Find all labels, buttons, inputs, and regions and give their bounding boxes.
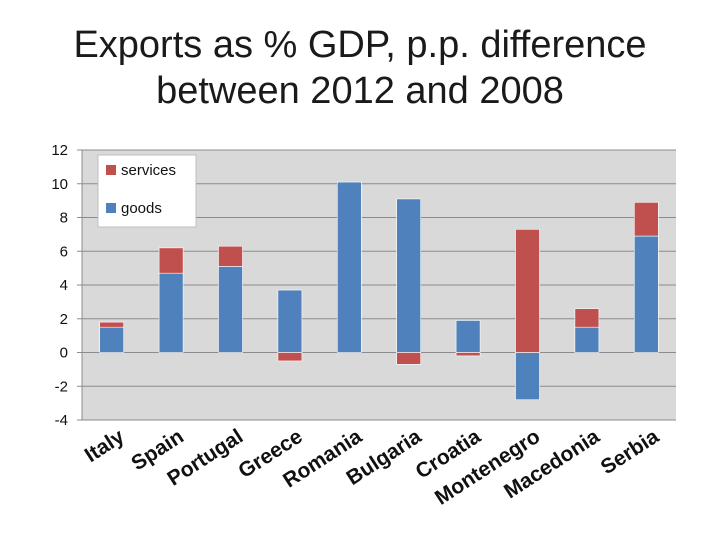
y-tick-label: 8 — [60, 210, 68, 227]
bar-goods-serbia — [633, 235, 659, 353]
bar-services-macedonia — [574, 308, 600, 328]
chart-title-line-2: between 2012 and 2008 — [156, 70, 564, 112]
legend-swatch-goods — [106, 203, 116, 213]
legend-label-services: services — [121, 162, 176, 179]
bar-goods-greece — [277, 289, 303, 353]
category-labels: ItalySpainPortugalGreeceRomaniaBulgariaC… — [81, 425, 664, 510]
bar-services-portugal — [218, 245, 243, 267]
bar-goods-romania — [336, 181, 362, 353]
bar-goods-bulgaria — [396, 198, 422, 353]
bar-goods-macedonia — [574, 326, 600, 353]
bar-goods-croatia — [455, 320, 481, 353]
bar-services-italy — [99, 321, 124, 328]
bar-services-montenegro — [515, 229, 540, 353]
bar-services-serbia — [633, 202, 659, 237]
legend-label-goods: goods — [121, 200, 162, 217]
bar-services-croatia — [455, 352, 481, 357]
y-tick-label: -4 — [55, 412, 68, 429]
bar-goods-italy — [99, 326, 124, 353]
category-label: Italy — [81, 425, 129, 467]
chart-title: Exports as % GDP, p.p. difference betwee… — [0, 22, 720, 114]
y-tick-label: 6 — [60, 243, 68, 260]
y-tick-label: -2 — [55, 378, 68, 395]
legend: services goods — [97, 154, 197, 228]
bar-goods-spain — [158, 272, 184, 353]
y-tick-label: 10 — [51, 176, 68, 193]
bar-services-greece — [277, 352, 303, 362]
bar-goods-portugal — [218, 266, 243, 353]
y-tick-label: 0 — [60, 345, 68, 362]
chart-title-line-1: Exports as % GDP, p.p. difference — [73, 24, 647, 66]
bars — [99, 181, 659, 401]
bar-goods-montenegro — [515, 352, 540, 401]
category-label: Serbia — [597, 425, 664, 479]
bar-services-bulgaria — [396, 352, 422, 365]
y-tick-label: 4 — [60, 277, 68, 294]
legend-swatch-services — [106, 165, 116, 175]
y-tick-label: 2 — [60, 311, 68, 328]
y-tick-label: 12 — [51, 142, 68, 159]
bar-services-spain — [158, 247, 184, 274]
